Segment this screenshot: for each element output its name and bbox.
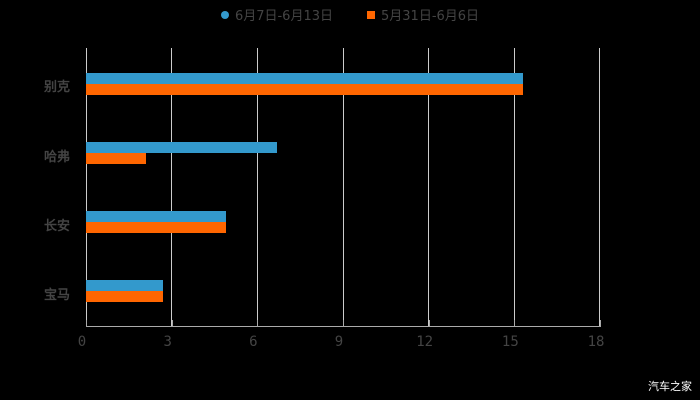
x-axis-tick	[257, 320, 259, 327]
circle-marker-icon	[220, 10, 229, 19]
square-marker-icon	[367, 10, 375, 19]
x-axis-tick	[171, 320, 173, 327]
bar[interactable]	[86, 280, 164, 291]
bar[interactable]	[86, 73, 523, 84]
bar[interactable]	[86, 153, 146, 164]
gridline	[86, 48, 87, 326]
bar[interactable]	[86, 84, 523, 95]
bar[interactable]	[86, 211, 226, 222]
x-tick-label: 6	[249, 334, 258, 350]
x-axis-tick	[514, 320, 516, 327]
x-tick-label: 0	[77, 334, 87, 350]
gridline	[428, 48, 429, 326]
gridline	[599, 48, 600, 326]
chart-legend: 6月7日-6月13日 5月31日-6月6日	[0, 5, 700, 24]
x-axis-tick	[600, 320, 601, 327]
legend-label: 6月7日-6月13日	[234, 9, 333, 24]
legend-item-series-2[interactable]: 5月31日-6月6日	[367, 5, 479, 24]
x-axis-tick	[428, 320, 430, 327]
bar[interactable]	[86, 142, 278, 153]
gridline	[514, 48, 515, 326]
legend-item-series-1[interactable]: 6月7日-6月13日	[220, 5, 333, 24]
bar[interactable]	[86, 222, 226, 233]
x-axis-tick	[86, 320, 87, 327]
x-axis-tick	[343, 320, 344, 327]
category-label: 宝马	[44, 288, 71, 303]
x-tick-label: 9	[334, 334, 344, 350]
x-tick-label: 12	[416, 334, 434, 350]
plot-area	[86, 48, 600, 326]
x-tick-label: 3	[163, 334, 172, 350]
watermark-logo: 汽车之家	[648, 380, 692, 393]
legend-label: 5月31日-6月6日	[381, 9, 480, 24]
category-label: 长安	[44, 219, 71, 234]
bar[interactable]	[86, 291, 164, 302]
x-tick-label: 18	[587, 334, 605, 350]
gridline	[343, 48, 344, 326]
gridline	[257, 48, 258, 326]
gridline	[171, 48, 172, 326]
category-label: 别克	[44, 80, 71, 95]
x-tick-label: 15	[501, 334, 519, 350]
category-label: 哈弗	[44, 150, 71, 165]
